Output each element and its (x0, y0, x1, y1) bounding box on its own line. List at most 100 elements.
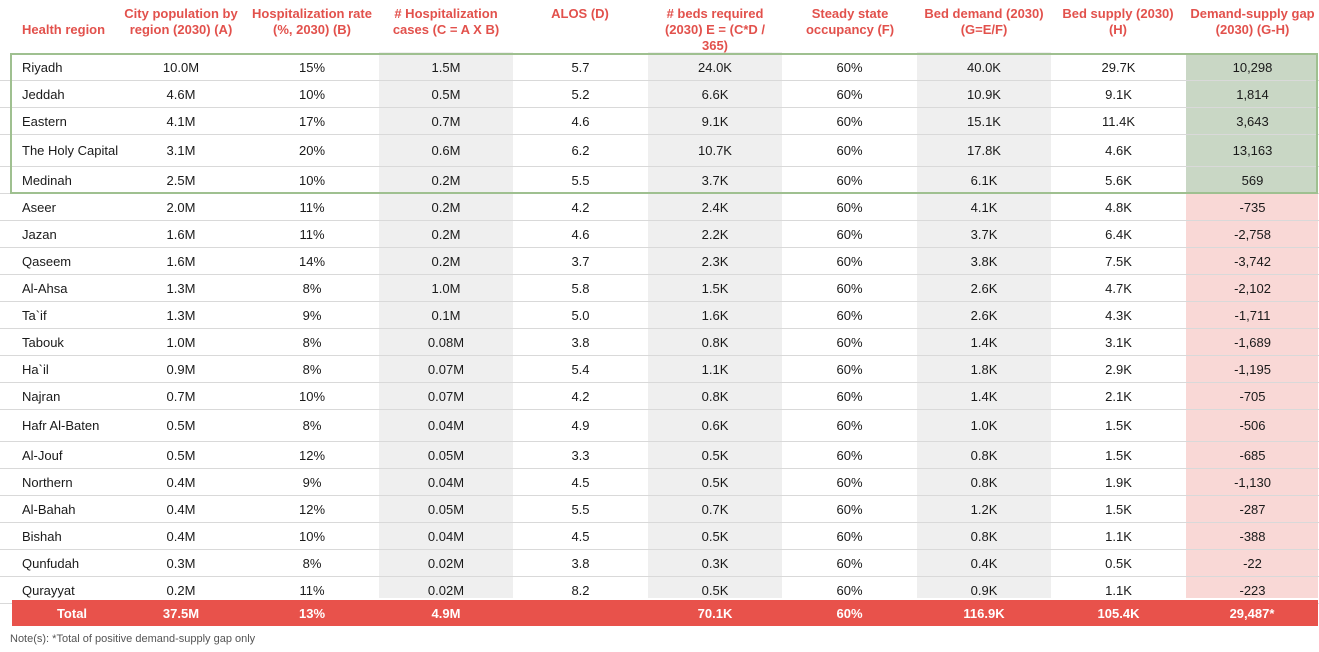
table-row: Qurayyat 0.2M 11% 0.02M 8.2 0.5K 60% 0.9… (0, 577, 1319, 604)
table-row: Al-Ahsa 1.3M 8% 1.0M 5.8 1.5K 60% 2.6K 4… (0, 275, 1319, 302)
cell-region: Jeddah (22, 86, 65, 102)
cell-bed-demand: 0.8K (970, 447, 998, 463)
cell-beds-required: 3.7K (701, 172, 729, 188)
total-row: Total 37.5M 13% 4.9M 70.1K 60% 116.9K 10… (12, 600, 1318, 626)
cell-bed-demand: 3.8K (970, 253, 998, 269)
cell-occupancy: 60% (836, 307, 863, 323)
cell-alos: 4.5 (571, 474, 590, 490)
cell-beds-required: 0.5K (701, 447, 729, 463)
cell-gap: -705 (1239, 388, 1266, 404)
cell-hosp-cases: 0.7M (431, 113, 461, 129)
cell-beds-required: 1.6K (701, 307, 729, 323)
cell-hosp-cases: 0.07M (427, 361, 465, 377)
cell-hosp-cases: 1.5M (431, 59, 461, 75)
cell-occupancy: 60% (836, 226, 863, 242)
cell-hosp-rate: 17% (298, 113, 326, 129)
cell-beds-required: 0.6K (701, 418, 729, 433)
cell-population: 0.4M (166, 474, 196, 490)
cell-population: 2.0M (166, 199, 196, 215)
cell-hosp-cases: 0.2M (431, 199, 461, 215)
cell-beds-required: 2.3K (701, 253, 729, 269)
cell-hosp-cases: 0.02M (427, 555, 465, 571)
cell-gap: 569 (1241, 172, 1264, 188)
header-alos: ALOS (D) (551, 6, 609, 21)
cell-gap: -3,742 (1234, 253, 1271, 269)
cell-gap: -2,758 (1234, 226, 1271, 242)
cell-beds-required: 0.5K (701, 474, 729, 490)
cell-population: 0.4M (166, 501, 196, 517)
cell-beds-required: 0.8K (701, 388, 729, 404)
cell-hosp-rate: 10% (298, 86, 326, 102)
total-bed-demand: 116.9K (963, 605, 1005, 621)
cell-occupancy: 60% (836, 172, 863, 188)
cell-gap: -287 (1239, 501, 1266, 517)
cell-occupancy: 60% (836, 199, 863, 215)
header-population: City population by region (2030) (A) (124, 6, 238, 37)
cell-population: 0.4M (166, 528, 196, 544)
cell-hosp-cases: 0.5M (431, 86, 461, 102)
table-row: Ta`if 1.3M 9% 0.1M 5.0 1.6K 60% 2.6K 4.3… (0, 302, 1319, 329)
cell-bed-supply: 7.5K (1105, 253, 1132, 269)
cell-beds-required: 0.8K (701, 334, 729, 350)
cell-hosp-cases: 0.1M (431, 307, 461, 323)
cell-bed-supply: 0.5K (1105, 555, 1132, 571)
cell-alos: 4.2 (571, 388, 590, 404)
cell-region: Bishah (22, 528, 62, 544)
cell-region: Qurayyat (22, 582, 75, 598)
total-label: Total (56, 605, 88, 621)
cell-beds-required: 0.7K (701, 501, 729, 517)
table-row: Riyadh 10.0M 15% 1.5M 5.7 24.0K 60% 40.0… (0, 54, 1319, 81)
cell-bed-demand: 3.7K (970, 226, 998, 242)
cell-bed-supply: 4.8K (1105, 199, 1132, 215)
bed-demand-column-shading (917, 52, 1051, 598)
gap-negative-shading (1186, 194, 1318, 598)
cell-gap: 1,814 (1236, 86, 1269, 102)
table-header: Health region City population by region … (0, 0, 1319, 53)
cell-hosp-rate: 12% (298, 501, 326, 517)
cell-hosp-cases: 0.04M (427, 474, 465, 490)
cell-bed-demand: 6.1K (970, 172, 998, 188)
cell-bed-demand: 1.4K (970, 334, 998, 350)
cell-population: 1.0M (166, 334, 196, 350)
cell-gap: -1,689 (1234, 334, 1271, 350)
cell-population: 2.5M (166, 172, 196, 188)
total-hosp-rate: 13% (298, 605, 326, 621)
cell-hosp-rate: 8% (302, 555, 322, 571)
cell-bed-demand: 0.8K (970, 474, 998, 490)
cell-hosp-cases: 0.05M (427, 447, 465, 463)
cell-region: Qunfudah (22, 555, 80, 571)
cell-bed-demand: 1.8K (970, 361, 998, 377)
cell-gap: -223 (1239, 582, 1266, 598)
gap-positive-shading (1186, 54, 1318, 194)
cell-hosp-rate: 8% (302, 361, 322, 377)
cell-bed-demand: 17.8K (967, 143, 1001, 158)
table-row: Al-Jouf 0.5M 12% 0.05M 3.3 0.5K 60% 0.8K… (0, 442, 1319, 469)
cell-bed-supply: 1.9K (1105, 474, 1132, 490)
cell-hosp-rate: 10% (298, 528, 326, 544)
cell-occupancy: 60% (836, 501, 863, 517)
cell-beds-required: 9.1K (701, 113, 729, 129)
cell-bed-supply: 1.5K (1105, 447, 1132, 463)
cell-population: 0.9M (166, 361, 196, 377)
cell-hosp-cases: 0.05M (427, 501, 465, 517)
hosp-cases-column-shading (379, 52, 513, 598)
cell-hosp-rate: 20% (298, 143, 326, 158)
cell-region: Tabouk (22, 334, 64, 350)
cell-hosp-cases: 0.08M (427, 334, 465, 350)
cell-beds-required: 10.7K (698, 143, 732, 158)
cell-beds-required: 2.4K (701, 199, 729, 215)
cell-hosp-cases: 0.04M (427, 418, 465, 433)
table-row: Al-Bahah 0.4M 12% 0.05M 5.5 0.7K 60% 1.2… (0, 496, 1319, 523)
cell-bed-supply: 2.1K (1105, 388, 1132, 404)
cell-bed-supply: 4.3K (1105, 307, 1132, 323)
footnote: Note(s): *Total of positive demand-suppl… (10, 633, 256, 645)
cell-occupancy: 60% (836, 280, 863, 296)
header-bed-demand: Bed demand (2030) (G=E/F) (924, 6, 1044, 37)
cell-beds-required: 0.5K (701, 582, 729, 598)
cell-hosp-rate: 14% (298, 253, 326, 269)
cell-gap: -506 (1239, 418, 1266, 433)
cell-occupancy: 60% (836, 418, 863, 433)
cell-gap: -1,711 (1234, 307, 1271, 323)
table-row: Ha`il 0.9M 8% 0.07M 5.4 1.1K 60% 1.8K 2.… (0, 356, 1319, 383)
cell-alos: 5.5 (571, 501, 590, 517)
